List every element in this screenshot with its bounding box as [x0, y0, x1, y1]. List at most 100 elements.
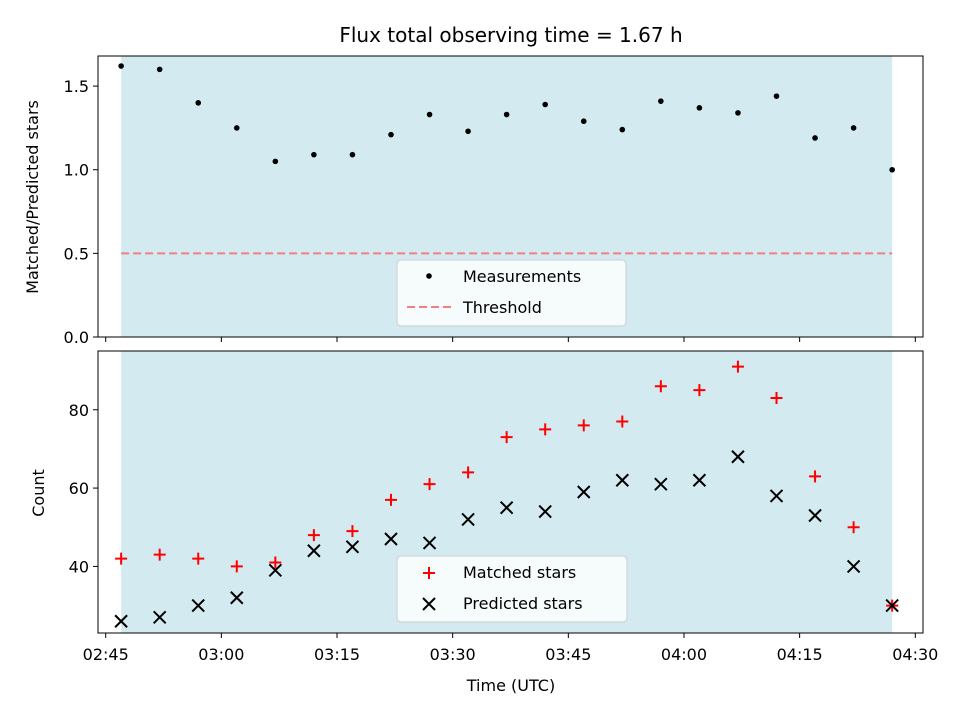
count-y-tick-label: 80 [69, 401, 89, 420]
measurement-point [156, 66, 163, 73]
ratio-y-tick-label: 0.5 [64, 244, 89, 263]
threshold-legend-label: Threshold [462, 298, 542, 317]
time-x-tick-label: 03:45 [545, 645, 591, 664]
measurement-point [118, 63, 124, 69]
measurement-point [388, 131, 394, 138]
measurement-points [118, 63, 895, 173]
matched-star-point [616, 415, 629, 428]
matched-star-point [384, 493, 397, 506]
matched-star-point [462, 466, 475, 479]
matched-star-point [192, 552, 205, 565]
time-x-tick-label: 04:00 [661, 645, 707, 664]
predicted-star-point [692, 473, 707, 487]
matched-star-point [577, 419, 590, 432]
ratio-y-axis-label: Matched/Predicted stars [23, 100, 42, 294]
matched-stars-points [115, 360, 899, 612]
predicted-star-point [615, 473, 630, 487]
matched-star-point [847, 521, 860, 534]
matched-star-point [731, 360, 744, 373]
predicted-star-point [538, 504, 552, 519]
predicted-star-point [577, 485, 591, 499]
matched-star-point [809, 470, 822, 483]
ratio-panel-ticks: 0.0 0.5 1.0 1.5 [64, 77, 916, 347]
measurement-point [272, 158, 279, 165]
measurement-point [889, 166, 895, 173]
predicted-star-point [114, 614, 128, 628]
ratio-y-tick-label: 1.0 [64, 161, 89, 180]
measurement-point [658, 98, 664, 104]
ratio-y-tick-label: 0.0 [64, 328, 89, 347]
predicted-star-point [268, 563, 283, 578]
measurement-point [542, 101, 548, 108]
count-panel: 40 60 80 02:45 03:00 03:15 03:30 03:45 04:00 04:1… [29, 350, 939, 695]
measurement-point [349, 151, 356, 158]
predicted-star-point [731, 450, 745, 464]
measurement-point [812, 135, 818, 141]
ratio-y-tick-label: 1.5 [64, 77, 89, 96]
matched-star-point [770, 392, 783, 404]
time-x-axis-label: Time (UTC) [466, 676, 555, 695]
predicted-star-point [384, 532, 398, 546]
time-x-tick-label: 02:45 [83, 645, 129, 664]
time-x-tick-label: 03:30 [430, 645, 476, 664]
count-y-axis-label: Count [29, 469, 48, 517]
matched-stars-legend-marker [423, 567, 435, 579]
measurement-point [426, 111, 433, 118]
measurement-point [503, 111, 510, 118]
count-y-tick-label: 60 [69, 479, 89, 498]
measurement-point [580, 118, 587, 125]
matched-star-point [307, 529, 320, 542]
count-y-tick-label: 40 [69, 557, 89, 576]
time-x-tick-label: 04:15 [777, 645, 823, 664]
predicted-star-point [846, 559, 861, 574]
predicted-star-point [345, 540, 360, 554]
chart-title: Flux total observing time = 1.67 h [339, 23, 682, 47]
predicted-star-point [461, 512, 475, 527]
measurement-point [195, 100, 202, 106]
measurements-legend-marker [426, 273, 432, 279]
ratio-panel: 0.0 0.5 1.0 1.5 Matched/Predicted stars Mea… [23, 55, 924, 347]
ratio-legend: Measurements Threshold [396, 259, 627, 327]
matched-star-point [500, 431, 513, 444]
matched-star-point [539, 423, 552, 436]
count-legend: Matched stars Predicted stars [396, 555, 628, 623]
ratio-panel-frame [97, 55, 924, 338]
measurement-point [735, 110, 741, 116]
predicted-star-point [230, 591, 244, 605]
measurement-point [233, 125, 240, 131]
predicted-stars-points [114, 450, 899, 628]
matched-star-point [693, 384, 706, 397]
matched-star-point [654, 380, 667, 393]
predicted-star-point [769, 489, 784, 503]
matched-star-point [423, 478, 436, 491]
matched-stars-legend-label: Matched stars [463, 563, 576, 582]
matched-star-point [346, 525, 359, 538]
measurement-point [311, 151, 317, 158]
measurement-point [773, 93, 780, 99]
predicted-star-point [885, 598, 899, 613]
time-x-tick-label: 04:30 [892, 645, 938, 664]
predicted-stars-legend-marker [422, 597, 436, 611]
predicted-star-point [499, 500, 514, 515]
measurement-point [696, 105, 703, 111]
predicted-star-point [307, 544, 321, 558]
matched-star-point [115, 552, 128, 565]
measurements-legend-label: Measurements [463, 267, 581, 286]
count-panel-frame [97, 350, 924, 634]
measurement-point [850, 125, 857, 131]
predicted-star-point [654, 477, 668, 491]
time-x-tick-label: 03:00 [198, 645, 244, 664]
predicted-star-point [191, 598, 205, 613]
predicted-star-point [152, 610, 167, 625]
matched-star-point [153, 548, 166, 561]
predicted-star-point [422, 536, 437, 550]
time-x-tick-label: 03:15 [314, 645, 360, 664]
matched-star-point [269, 556, 282, 569]
ratio-legend-box [396, 259, 627, 327]
count-panel-ticks: 40 60 80 02:45 03:00 03:15 03:30 03:45 04:00 04:1… [69, 401, 939, 664]
measurement-point [619, 126, 626, 133]
matched-star-point [230, 560, 243, 573]
count-legend-box [396, 555, 628, 623]
predicted-star-point [808, 508, 822, 523]
